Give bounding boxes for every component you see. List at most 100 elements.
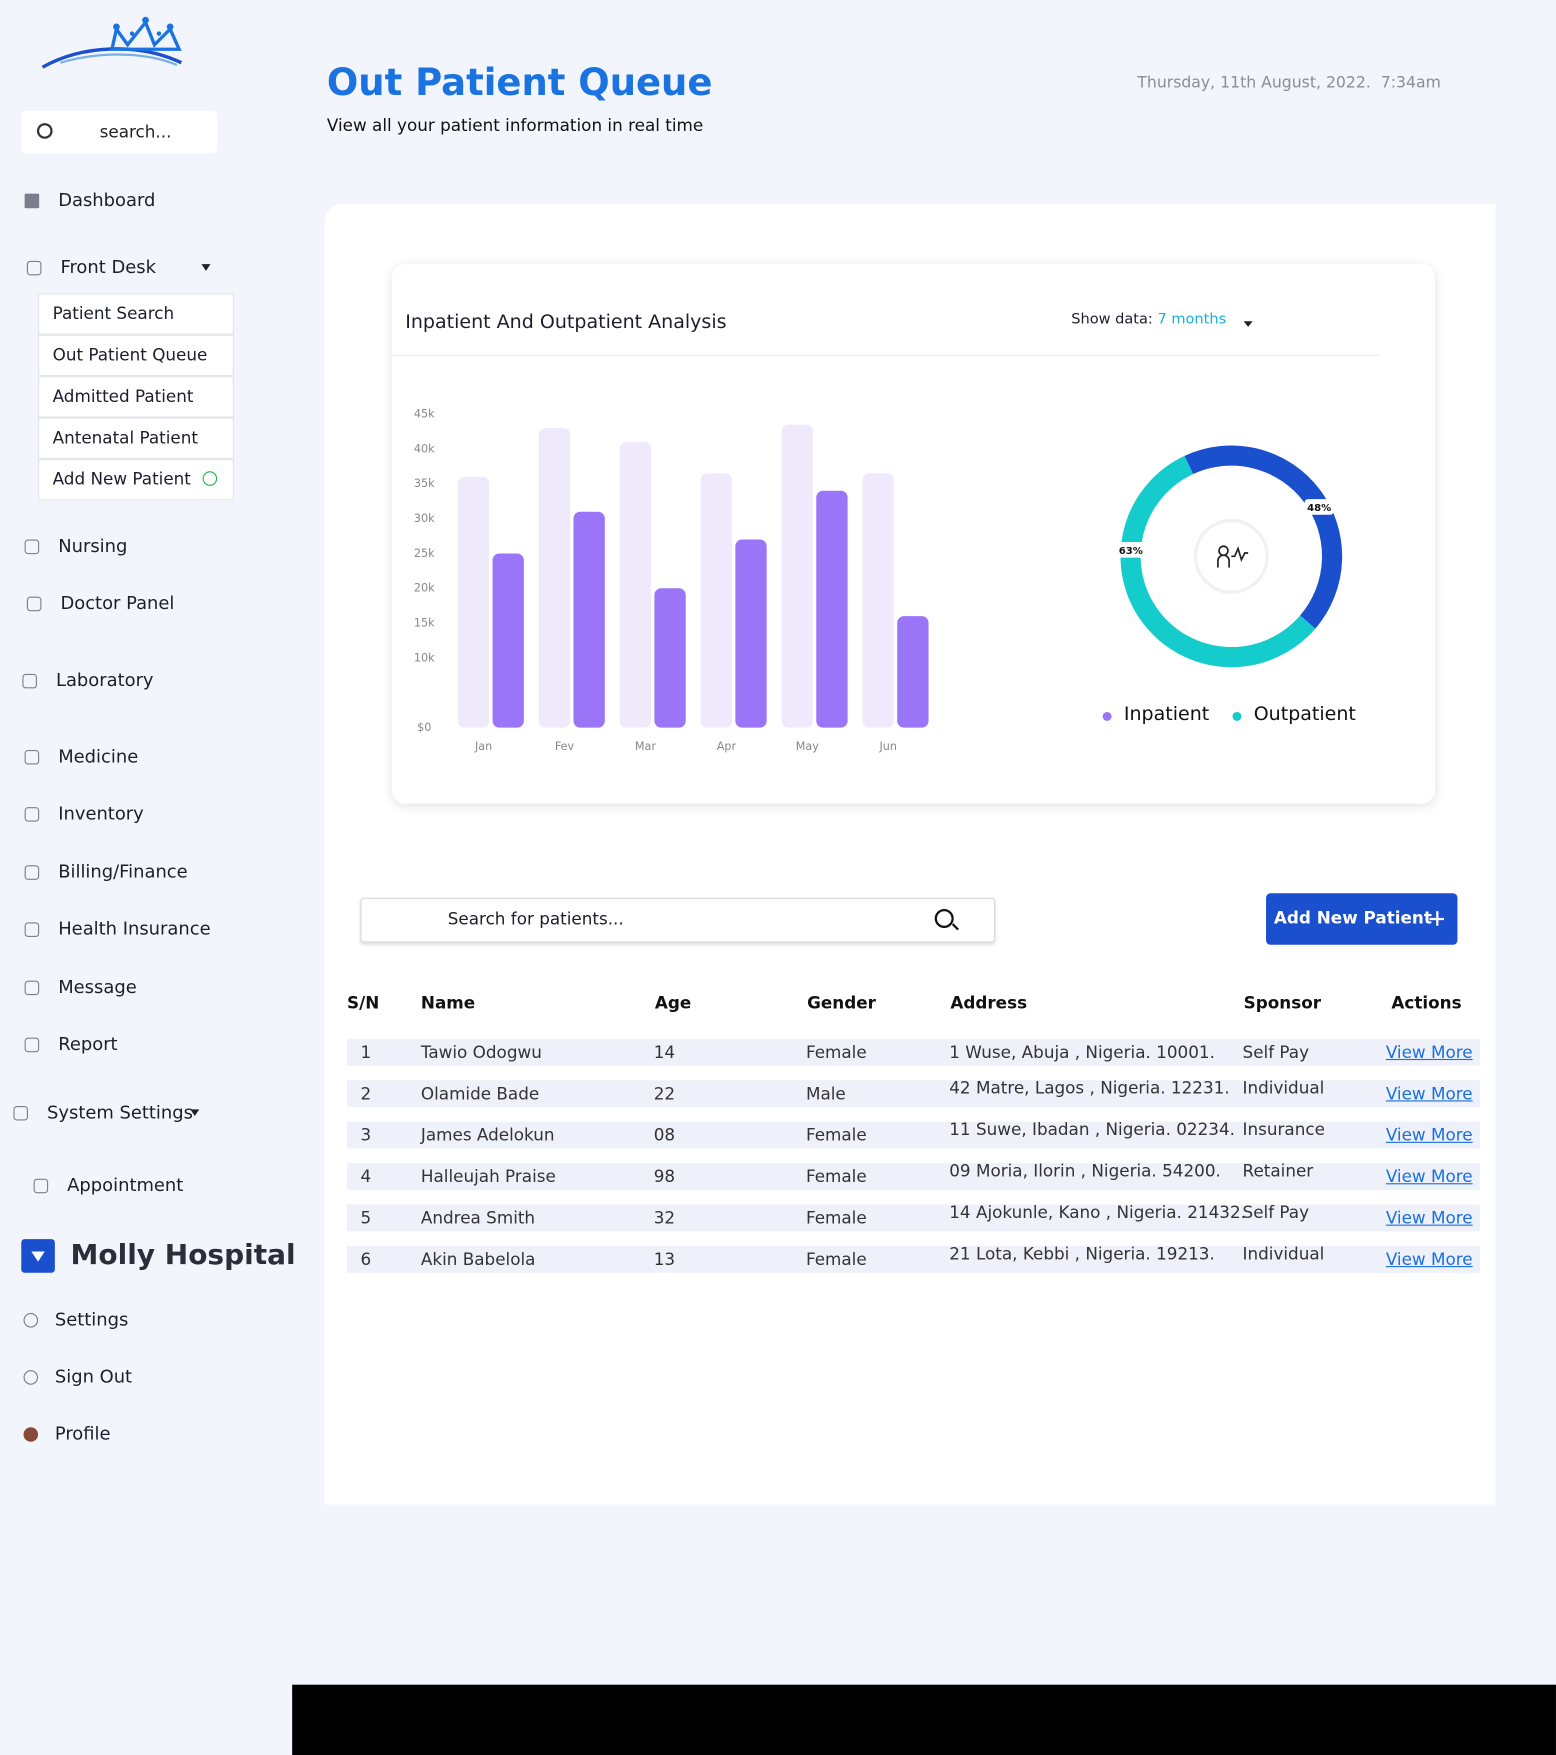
nav-item[interactable]: Dashboard: [58, 189, 156, 211]
submenu-label: Patient Search: [52, 303, 175, 324]
view-more-link[interactable]: View More: [1385, 1083, 1473, 1104]
nav-item[interactable]: Profile: [54, 1422, 111, 1445]
nav-item[interactable]: Nursing: [58, 535, 128, 557]
table-header: Actions: [1391, 992, 1462, 1014]
view-more-link[interactable]: View More: [1385, 1207, 1473, 1228]
y-tick-label: 25k: [414, 547, 435, 560]
nav-item[interactable]: Laboratory: [55, 669, 154, 691]
table-cell: Akin Babelola: [420, 1249, 536, 1270]
nav-item[interactable]: Appointment: [67, 1174, 184, 1196]
bar: [781, 424, 813, 728]
view-more-link[interactable]: View More: [1385, 1042, 1473, 1063]
table-cell: Tawio Odogwu: [420, 1042, 542, 1063]
bar: [700, 473, 732, 728]
nav-item[interactable]: System Settings: [47, 1101, 193, 1123]
table-cell: Male: [805, 1083, 846, 1104]
table-cell: Individual: [1242, 1077, 1325, 1099]
table-cell: 09 Moria, Ilorin , Nigeria. 54200.: [949, 1160, 1221, 1181]
nav-item[interactable]: Report: [58, 1033, 118, 1055]
table-header: Sponsor: [1243, 992, 1322, 1014]
search-placeholder: Search for patients...: [447, 908, 624, 930]
nav-item[interactable]: Message: [58, 976, 137, 998]
legend-dot: [1232, 711, 1242, 721]
table-cell: 42 Matre, Lagos , Nigeria. 12231.: [949, 1077, 1230, 1099]
table-row-bg: [347, 1038, 1480, 1066]
table-cell: Halleujah Praise: [420, 1166, 556, 1187]
nav-icon: [26, 260, 42, 276]
x-tick-label: Fev: [555, 740, 575, 753]
nav-item[interactable]: Front Desk: [60, 256, 156, 278]
view-more-link[interactable]: View More: [1385, 1166, 1473, 1187]
value-label: 63%: [1119, 546, 1143, 557]
submenu-item[interactable]: Antenatal Patient: [38, 417, 234, 459]
donut-segment: [1184, 445, 1343, 629]
patient-search[interactable]: Search for patients...: [360, 897, 996, 943]
add-patient-button[interactable]: Add New Patient: [1266, 893, 1458, 945]
divider: [391, 354, 1380, 356]
table-cell: Female: [805, 1249, 867, 1270]
table-cell: Female: [805, 1042, 867, 1063]
nav-icon: [23, 1313, 39, 1328]
view-more-link[interactable]: View More: [1385, 1249, 1473, 1270]
nav-item[interactable]: Health Insurance: [58, 917, 211, 940]
hospital-icon-caret: [31, 1251, 45, 1262]
table-cell: Andrea Smith: [420, 1207, 536, 1228]
bar: [573, 511, 605, 728]
table-cell: Self Pay: [1242, 1042, 1310, 1063]
search-icon: [934, 908, 954, 928]
nav-icon: [23, 1370, 39, 1385]
dropdown-caret: [201, 264, 211, 271]
y-tick-label: 30k: [414, 512, 435, 525]
x-tick-label: Mar: [635, 740, 657, 753]
table-cell: Female: [805, 1207, 867, 1228]
submenu-item[interactable]: Admitted Patient: [38, 376, 234, 418]
show-data-label: Show data:: [1071, 311, 1153, 328]
nav-icon: [24, 1037, 40, 1053]
patient-icon: [1217, 545, 1249, 568]
table-header: Gender: [807, 992, 876, 1014]
y-tick-label: 45k: [414, 408, 435, 421]
value-label-bg: [1304, 499, 1334, 515]
view-more-link[interactable]: View More: [1385, 1124, 1473, 1146]
bar: [619, 442, 652, 728]
bar: [654, 588, 686, 728]
nav-icon: [24, 922, 40, 937]
nav-item[interactable]: Billing/Finance: [58, 860, 188, 883]
search-icon-handle: [951, 923, 959, 931]
x-tick-label: Jan: [474, 740, 492, 753]
submenu-label: Add New Patient: [52, 469, 191, 490]
show-data-value[interactable]: 7 months: [1157, 311, 1227, 328]
submenu-item[interactable]: Out Patient Queue: [38, 334, 234, 377]
table-header: Age: [654, 992, 692, 1014]
table-cell: 4: [360, 1166, 372, 1187]
nav-icon: [24, 193, 40, 209]
nav-icon: [24, 539, 40, 555]
legend-label: Outpatient: [1254, 703, 1356, 725]
y-tick-label: 40k: [414, 442, 435, 455]
table-cell: Female: [805, 1166, 867, 1187]
table-cell: Insurance: [1242, 1119, 1325, 1140]
sidebar-search[interactable]: search...: [21, 110, 218, 154]
search-icon: [36, 123, 53, 139]
table-cell: 1: [360, 1042, 372, 1063]
y-tick-label: 35k: [414, 477, 435, 490]
table-cell: 13: [653, 1249, 676, 1270]
nav-item[interactable]: Sign Out: [54, 1365, 133, 1387]
bottom-bar: [292, 1684, 1556, 1755]
add-icon: [202, 471, 218, 486]
table-cell: 98: [653, 1166, 676, 1187]
submenu-item[interactable]: Patient Search: [38, 293, 234, 335]
bar: [538, 428, 571, 728]
legend-label: Inpatient: [1124, 703, 1209, 725]
value-label-bg: [1116, 541, 1146, 558]
nav-item[interactable]: Inventory: [58, 802, 144, 824]
nav-item[interactable]: Doctor Panel: [60, 592, 175, 614]
nav-item[interactable]: Medicine: [58, 745, 139, 767]
page-subtitle: View all your patient information in rea…: [326, 115, 704, 136]
submenu-item[interactable]: Add New Patient: [38, 458, 234, 501]
nav-icon: [24, 865, 40, 880]
logo: [41, 16, 183, 69]
x-tick-label: May: [796, 740, 820, 753]
nav-item[interactable]: Settings: [54, 1308, 129, 1330]
